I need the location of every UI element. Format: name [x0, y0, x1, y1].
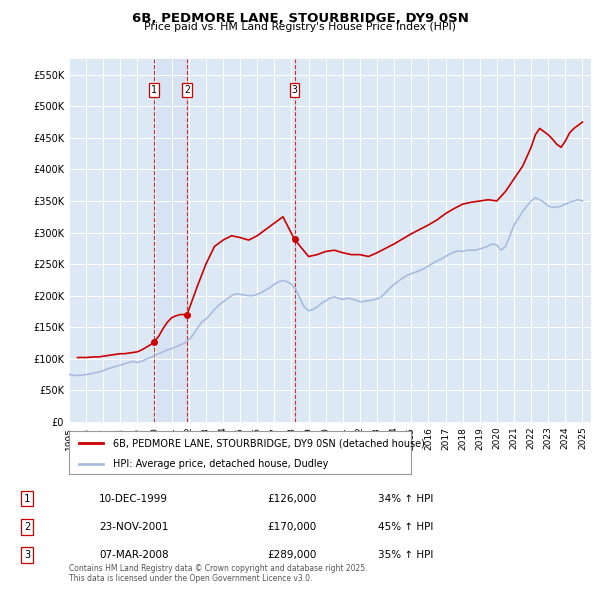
Text: £170,000: £170,000: [267, 522, 316, 532]
Bar: [154, 59, 187, 422]
Text: 07-MAR-2008: 07-MAR-2008: [99, 550, 169, 560]
Text: 3: 3: [24, 550, 30, 560]
Text: Price paid vs. HM Land Registry's House Price Index (HPI): Price paid vs. HM Land Registry's House …: [144, 22, 456, 32]
Text: 2: 2: [24, 522, 30, 532]
Text: 3: 3: [292, 85, 298, 95]
Text: HPI: Average price, detached house, Dudley: HPI: Average price, detached house, Dudl…: [113, 460, 329, 470]
Text: 34% ↑ HPI: 34% ↑ HPI: [378, 494, 433, 503]
Text: 1: 1: [151, 85, 157, 95]
Text: 6B, PEDMORE LANE, STOURBRIDGE, DY9 0SN (detached house): 6B, PEDMORE LANE, STOURBRIDGE, DY9 0SN (…: [113, 438, 425, 448]
Text: 6B, PEDMORE LANE, STOURBRIDGE, DY9 0SN: 6B, PEDMORE LANE, STOURBRIDGE, DY9 0SN: [131, 12, 469, 25]
Text: Contains HM Land Registry data © Crown copyright and database right 2025.
This d: Contains HM Land Registry data © Crown c…: [69, 563, 367, 583]
Text: £289,000: £289,000: [267, 550, 316, 560]
Text: 10-DEC-1999: 10-DEC-1999: [99, 494, 168, 503]
Text: 45% ↑ HPI: 45% ↑ HPI: [378, 522, 433, 532]
Text: 23-NOV-2001: 23-NOV-2001: [99, 522, 169, 532]
Text: £126,000: £126,000: [267, 494, 316, 503]
Text: 2: 2: [184, 85, 190, 95]
Text: 35% ↑ HPI: 35% ↑ HPI: [378, 550, 433, 560]
Text: 1: 1: [24, 494, 30, 503]
